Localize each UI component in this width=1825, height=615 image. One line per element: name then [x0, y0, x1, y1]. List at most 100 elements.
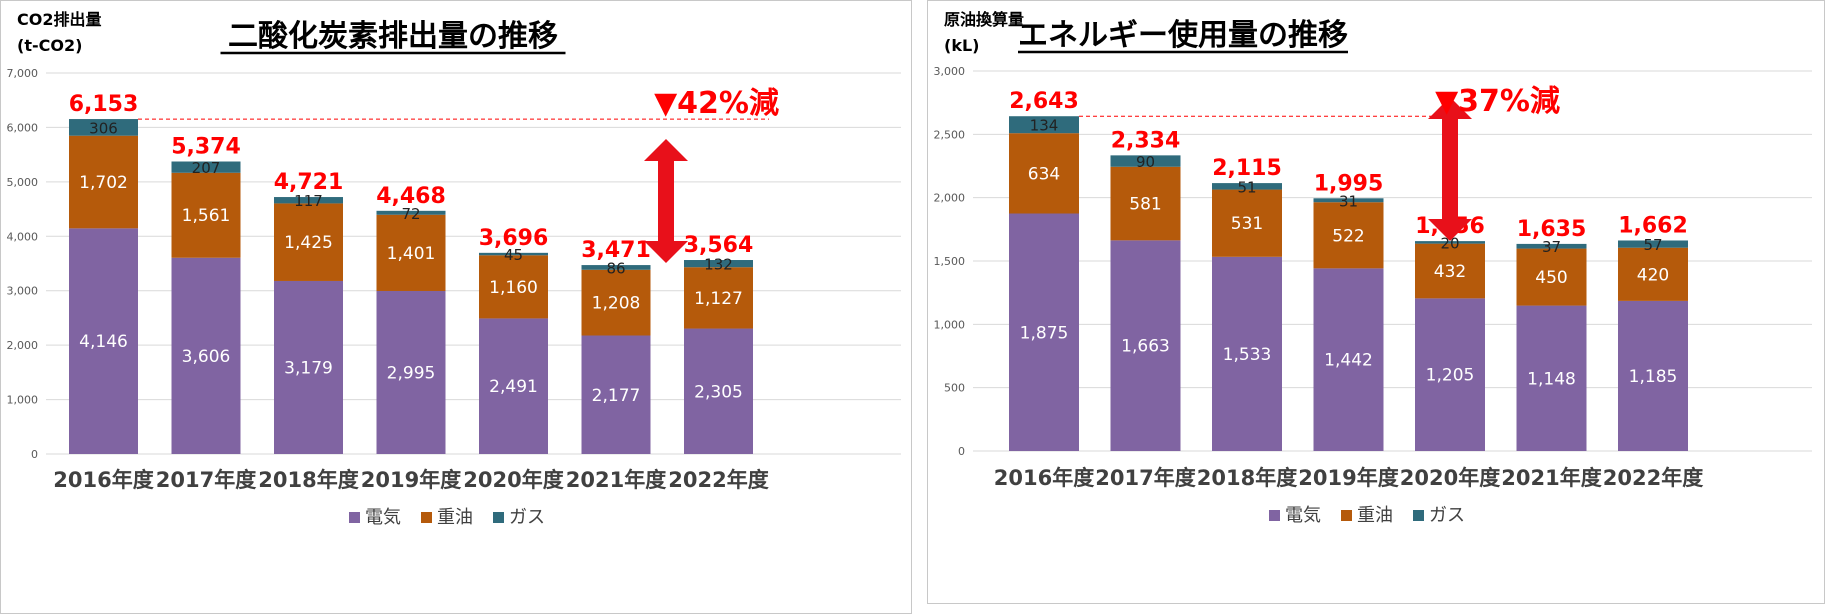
total-label: 2,643 [1009, 89, 1079, 114]
legend-entry-label: 重油 [1357, 505, 1393, 526]
chart-title: 二酸化炭素排出量の推移 [228, 19, 558, 54]
bar-segment [274, 203, 343, 281]
bar-segment [1516, 248, 1587, 306]
bar-segment [1313, 202, 1384, 269]
x-category-label: 2016年度 [994, 466, 1094, 490]
y-axis-title: CO2排出量 [17, 10, 101, 29]
y-tick-label: 2,000 [934, 192, 966, 205]
data-label: 117 [294, 192, 323, 210]
data-label: 2,491 [489, 377, 538, 397]
bar-segment [171, 161, 241, 173]
bar-segment [1009, 116, 1079, 134]
total-label: 3,471 [581, 238, 651, 263]
data-label: 1,148 [1527, 369, 1576, 389]
data-label: 1,401 [387, 244, 436, 264]
total-label: 3,696 [479, 226, 549, 251]
bar-segment [581, 335, 651, 454]
y-tick-label: 500 [944, 382, 965, 395]
data-label: 45 [504, 246, 523, 264]
bar-segment [479, 252, 548, 256]
bar-segment [1516, 243, 1587, 249]
y-axis-unit: (kL) [944, 36, 979, 55]
total-label: 1,995 [1314, 171, 1384, 196]
bar-segment [1110, 240, 1181, 451]
total-label: 1,662 [1618, 213, 1688, 238]
bar-segment [274, 280, 343, 454]
data-label: 20 [1440, 234, 1459, 252]
y-tick-label: 4,000 [7, 230, 39, 243]
data-label: 4,146 [79, 332, 128, 352]
bar-segment [376, 210, 446, 215]
bar-segment [1618, 247, 1688, 301]
y-tick-label: 1,000 [934, 318, 966, 331]
legend-swatch [1269, 510, 1280, 521]
data-label: 57 [1643, 236, 1662, 254]
legend-entry-label: ガス [509, 507, 545, 528]
reduction-percentage-label: ▼42%減 [654, 86, 779, 121]
legend-swatch [1341, 510, 1352, 521]
total-label: 1,635 [1517, 217, 1587, 242]
x-category-label: 2016年度 [53, 468, 153, 492]
x-category-label: 2021年度 [566, 468, 666, 492]
legend-entry-label: 電気 [1285, 505, 1321, 526]
data-label: 1,533 [1223, 345, 1272, 365]
data-label: 1,185 [1629, 367, 1678, 387]
y-tick-label: 0 [31, 448, 38, 461]
co2-chart-svg: 0 1,000 2,000 3,000 4,000 5,000 6,000 7,000 CO2排… [7, 10, 901, 528]
bar-segment [581, 269, 651, 336]
x-category-label: 2018年度 [258, 468, 358, 492]
legend-swatch [493, 512, 504, 523]
data-label: 207 [192, 159, 221, 177]
data-label: 72 [401, 205, 420, 223]
data-label: 432 [1434, 262, 1466, 282]
bar-segment [376, 214, 446, 291]
y-tick-label: 3,000 [934, 65, 966, 78]
bar-segment [1516, 305, 1587, 451]
x-category-label: 2017年度 [156, 468, 256, 492]
bar-segment [1212, 256, 1282, 451]
data-label: 522 [1332, 226, 1364, 246]
data-label: 420 [1637, 265, 1669, 285]
data-label: 634 [1028, 164, 1060, 184]
data-label: 2,177 [592, 386, 641, 406]
data-label: 450 [1535, 268, 1567, 288]
bar-segment [171, 172, 241, 258]
x-category-label: 2017年度 [1095, 466, 1195, 490]
x-category-label: 2022年度 [668, 468, 768, 492]
bar-segment [1212, 183, 1282, 190]
bar-segment [684, 260, 753, 268]
legend-swatch [421, 512, 432, 523]
y-axis-title: 原油換算量 [944, 10, 1024, 29]
bar-segment [274, 197, 343, 204]
total-label: 6,153 [69, 92, 139, 117]
reduction-percentage-label: ▼37%減 [1435, 84, 1560, 119]
bar-segment [581, 265, 651, 270]
data-label: 1,442 [1324, 351, 1373, 371]
bar-segment [1415, 243, 1485, 299]
x-category-label: 2021年度 [1501, 466, 1601, 490]
bar-segment [1313, 268, 1384, 451]
y-tick-label: 5,000 [7, 176, 39, 189]
x-category-label: 2020年度 [463, 468, 563, 492]
legend-entry-label: 重油 [437, 507, 473, 528]
data-label: 37 [1542, 238, 1561, 256]
x-category-label: 2019年度 [361, 468, 461, 492]
energy-chart-svg: 0 500 1,000 1,500 2,000 2,500 3,000 原油換算量 (kL) エネ… [934, 10, 1812, 526]
x-category-label: 2019年度 [1298, 466, 1398, 490]
data-label: 132 [704, 256, 733, 274]
bar-segment [1212, 189, 1282, 257]
y-tick-label: 7,000 [7, 67, 39, 80]
total-label: 4,721 [274, 170, 344, 195]
bar-segment [376, 290, 446, 454]
total-label: 2,115 [1212, 156, 1282, 181]
co2-emissions-chart-panel: 0 1,000 2,000 3,000 4,000 5,000 6,000 7,000 CO2排… [0, 0, 912, 614]
reduction-double-arrow [1428, 97, 1472, 241]
bar-segment [479, 255, 548, 319]
data-label: 1,702 [79, 173, 128, 193]
bar-segment [684, 328, 753, 454]
y-tick-label: 2,500 [934, 128, 966, 141]
data-label: 1,663 [1121, 337, 1170, 357]
data-label: 1,208 [592, 294, 641, 314]
legend-entry-label: ガス [1429, 505, 1465, 526]
y-tick-label: 3,000 [7, 285, 39, 298]
